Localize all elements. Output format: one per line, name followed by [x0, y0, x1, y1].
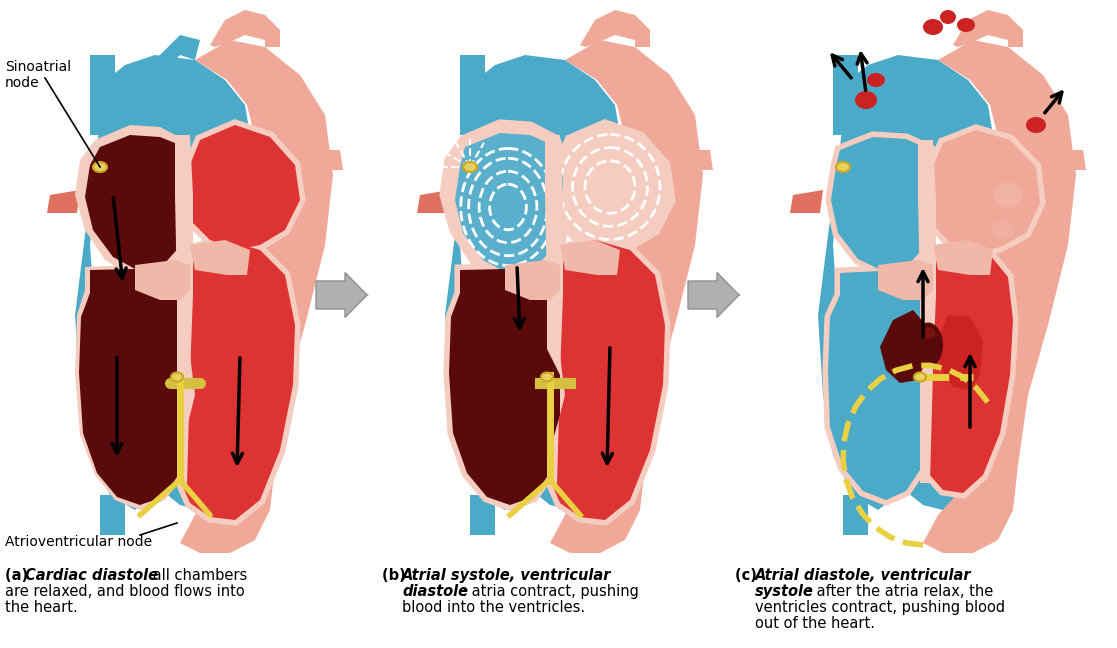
Polygon shape	[535, 40, 703, 553]
Polygon shape	[460, 55, 485, 135]
FancyArrow shape	[688, 273, 739, 318]
Polygon shape	[930, 130, 1040, 253]
Polygon shape	[1053, 150, 1086, 170]
Polygon shape	[918, 140, 936, 483]
Polygon shape	[505, 260, 560, 300]
Polygon shape	[828, 271, 930, 500]
Polygon shape	[445, 125, 565, 275]
Polygon shape	[155, 35, 200, 75]
FancyArrow shape	[316, 273, 367, 318]
Polygon shape	[831, 137, 934, 271]
Text: blood into the ventricles.: blood into the ventricles.	[402, 600, 585, 615]
Polygon shape	[818, 55, 993, 510]
Ellipse shape	[992, 221, 1014, 239]
Text: : atria contract, pushing: : atria contract, pushing	[462, 584, 639, 599]
Polygon shape	[180, 240, 295, 520]
Ellipse shape	[941, 10, 956, 24]
Polygon shape	[190, 240, 250, 275]
Polygon shape	[550, 240, 665, 520]
Text: Atrial diastole, ventricular: Atrial diastole, ventricular	[755, 568, 972, 583]
Polygon shape	[930, 130, 1040, 253]
Polygon shape	[938, 315, 983, 390]
Polygon shape	[210, 10, 280, 47]
Polygon shape	[580, 10, 650, 47]
Polygon shape	[165, 40, 333, 553]
Polygon shape	[555, 125, 670, 250]
Polygon shape	[445, 55, 620, 510]
Polygon shape	[185, 125, 300, 250]
Polygon shape	[470, 495, 495, 535]
Polygon shape	[417, 190, 450, 213]
Polygon shape	[175, 135, 193, 485]
Ellipse shape	[541, 373, 553, 382]
Polygon shape	[828, 271, 930, 500]
Polygon shape	[545, 135, 563, 485]
Ellipse shape	[855, 91, 877, 109]
Ellipse shape	[957, 18, 975, 32]
Text: : all chambers: : all chambers	[143, 568, 247, 583]
Text: are relaxed, and blood flows into: are relaxed, and blood flows into	[4, 584, 245, 599]
Polygon shape	[680, 150, 713, 170]
Polygon shape	[550, 240, 665, 520]
Polygon shape	[135, 260, 190, 300]
Polygon shape	[843, 495, 868, 535]
Polygon shape	[920, 247, 1013, 493]
Polygon shape	[185, 125, 300, 250]
Polygon shape	[933, 240, 993, 275]
Text: diastole: diastole	[402, 584, 468, 599]
Ellipse shape	[464, 162, 477, 172]
Text: out of the heart.: out of the heart.	[755, 616, 875, 631]
Polygon shape	[475, 335, 560, 460]
Text: Atrioventricular node: Atrioventricular node	[4, 535, 152, 549]
Ellipse shape	[1027, 117, 1046, 133]
Polygon shape	[920, 247, 1013, 493]
Polygon shape	[908, 40, 1076, 553]
Polygon shape	[878, 260, 933, 300]
Polygon shape	[311, 150, 343, 170]
Polygon shape	[101, 495, 125, 535]
Ellipse shape	[93, 162, 107, 172]
Ellipse shape	[171, 373, 183, 382]
Polygon shape	[75, 265, 193, 510]
Polygon shape	[75, 125, 195, 275]
Polygon shape	[180, 240, 295, 520]
Text: (a): (a)	[4, 568, 34, 583]
Ellipse shape	[867, 73, 885, 87]
Text: (b): (b)	[382, 568, 411, 583]
Polygon shape	[831, 137, 934, 271]
Ellipse shape	[913, 323, 943, 367]
Text: systole: systole	[755, 584, 814, 599]
Text: the heart.: the heart.	[4, 600, 78, 615]
Ellipse shape	[914, 373, 926, 382]
Ellipse shape	[993, 183, 1023, 207]
Ellipse shape	[923, 19, 943, 35]
Ellipse shape	[836, 162, 850, 172]
Polygon shape	[449, 269, 560, 505]
Polygon shape	[455, 133, 563, 273]
Polygon shape	[85, 135, 190, 270]
Polygon shape	[90, 55, 115, 135]
Text: Cardiac diastole: Cardiac diastole	[25, 568, 157, 583]
Ellipse shape	[920, 327, 936, 339]
Text: ventricles contract, pushing blood: ventricles contract, pushing blood	[755, 600, 1005, 615]
Polygon shape	[449, 269, 560, 505]
Polygon shape	[833, 55, 858, 135]
Text: : after the atria relax, the: : after the atria relax, the	[806, 584, 993, 599]
Polygon shape	[953, 10, 1023, 47]
Polygon shape	[790, 190, 823, 213]
Text: Sinoatrial
node: Sinoatrial node	[4, 60, 71, 90]
Polygon shape	[560, 240, 620, 275]
Polygon shape	[79, 269, 190, 505]
Polygon shape	[880, 310, 926, 383]
Polygon shape	[75, 55, 250, 510]
Text: (c): (c)	[735, 568, 762, 583]
Text: Atrial systole, ventricular: Atrial systole, ventricular	[402, 568, 611, 583]
Polygon shape	[47, 190, 80, 213]
